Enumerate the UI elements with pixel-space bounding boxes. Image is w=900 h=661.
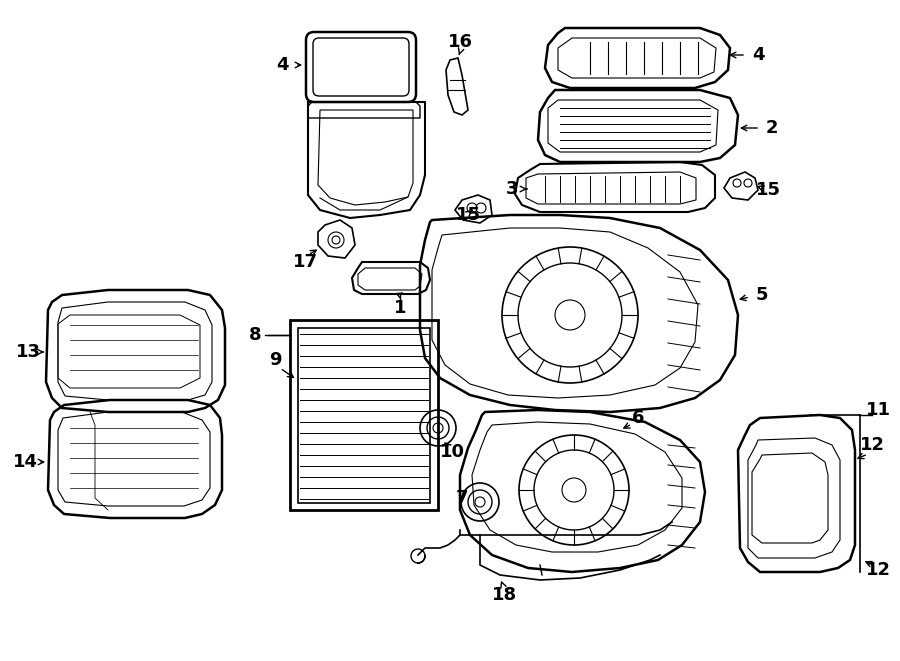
- Text: 7: 7: [455, 489, 468, 507]
- Text: 16: 16: [447, 33, 473, 51]
- Text: 17: 17: [292, 253, 318, 271]
- Text: 8: 8: [248, 326, 261, 344]
- Text: 4: 4: [752, 46, 764, 64]
- Bar: [298, 328, 430, 503]
- Text: 2: 2: [766, 119, 778, 137]
- Text: 1: 1: [394, 299, 406, 317]
- Bar: [290, 320, 438, 510]
- Text: 13: 13: [15, 343, 40, 361]
- Text: 14: 14: [13, 453, 38, 471]
- Text: 11: 11: [866, 401, 890, 419]
- Text: 6: 6: [632, 409, 644, 427]
- Text: 9: 9: [269, 351, 281, 369]
- Text: 10: 10: [439, 443, 464, 461]
- Text: 18: 18: [492, 586, 517, 604]
- Text: 5: 5: [756, 286, 769, 304]
- Text: 12: 12: [860, 436, 885, 454]
- Text: 3: 3: [506, 180, 518, 198]
- Text: 15: 15: [455, 206, 481, 224]
- Text: 15: 15: [755, 181, 780, 199]
- Text: 4: 4: [275, 56, 288, 74]
- Text: 12: 12: [866, 561, 890, 579]
